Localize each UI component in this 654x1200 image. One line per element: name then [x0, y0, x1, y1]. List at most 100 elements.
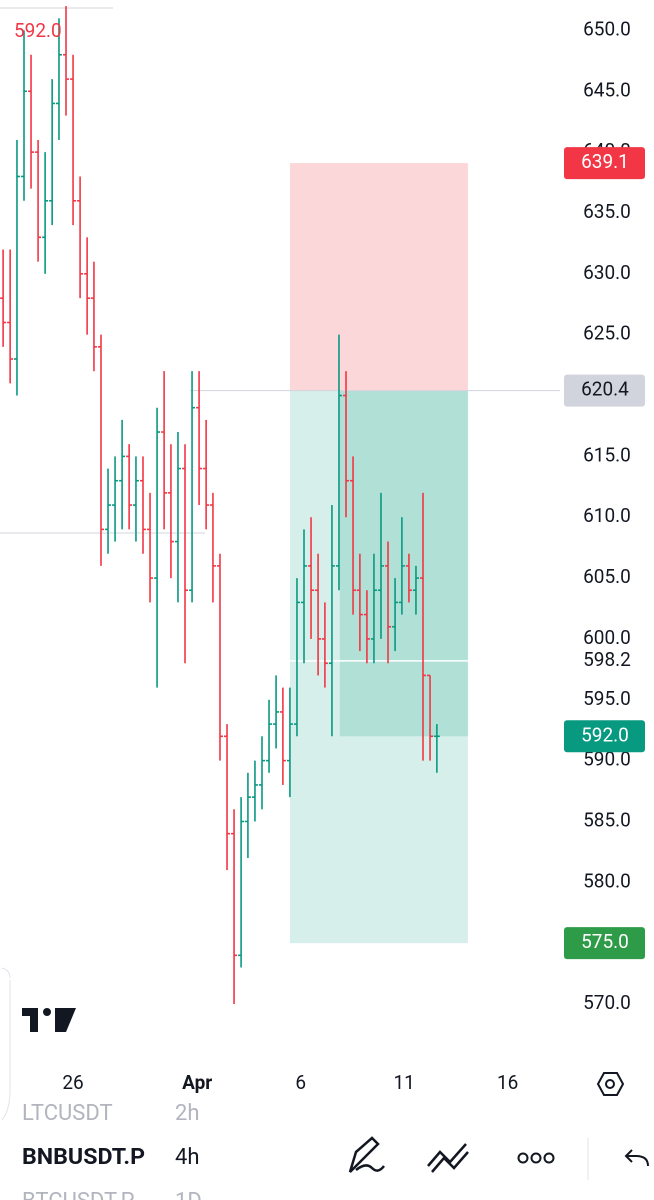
more-icon[interactable] — [517, 1152, 555, 1164]
ohlc-bar — [343, 371, 350, 518]
ohlc-bar — [321, 602, 328, 688]
ohlc-bar — [140, 456, 147, 554]
ohlc-bar — [105, 468, 112, 554]
interval[interactable]: 1D — [175, 1189, 202, 1200]
ohlc-bar — [279, 687, 286, 785]
ohlc-bar — [328, 505, 335, 737]
last-price-label: 592.0 — [581, 723, 629, 746]
y-tick-label: 630.0 — [583, 261, 631, 284]
ohlc-bar — [132, 456, 139, 542]
stop-box — [564, 147, 645, 180]
interval[interactable]: 2h — [175, 1101, 199, 1126]
ohlc-bar — [356, 553, 363, 652]
ohlc-bar — [293, 578, 300, 737]
target-box — [564, 927, 645, 960]
ohlc-bar — [97, 334, 104, 566]
ohlc-bar — [189, 371, 196, 603]
ohlc-bar — [370, 553, 377, 664]
x-tick-label: 26 — [62, 1071, 83, 1094]
y-tick-label: 600.0 — [583, 626, 631, 649]
ohlc-bar — [392, 578, 399, 652]
y-tick-label: 605.0 — [583, 565, 631, 588]
y-tick-label: 595.0 — [583, 687, 631, 710]
ohlc-bar — [315, 553, 322, 676]
target-label: 575.0 — [581, 930, 629, 953]
y-tick-label: 625.0 — [583, 322, 631, 345]
ohlc-bar — [286, 687, 293, 798]
stop-label: 639.1 — [581, 150, 629, 173]
dot — [530, 1152, 542, 1164]
y-tick-label: 645.0 — [583, 78, 631, 101]
ohlc-bar — [385, 541, 392, 664]
ohlc-bar — [231, 809, 238, 1005]
ohlc-bar — [28, 54, 35, 189]
ohlc-bar — [196, 371, 203, 506]
pnl-zone — [339, 390, 468, 737]
toolbar: LTCUSDT 2h BNBUSDT.P 4h BTCUSDT.P 1D — [22, 1101, 649, 1200]
ohlc-bar — [63, 6, 70, 116]
stop-zone — [289, 163, 468, 391]
level-label: 598.2 — [583, 648, 631, 671]
ohlc-bar — [70, 54, 77, 226]
ohlc-bar — [209, 492, 216, 603]
draw-icon[interactable] — [348, 1136, 385, 1173]
ohlc-bar — [216, 553, 223, 761]
ohlc-bar — [335, 334, 342, 591]
entry-label: 620.4 — [581, 378, 629, 401]
ohlc-bar — [224, 724, 231, 871]
ohlc-bar — [77, 176, 84, 299]
ohlc-bar — [167, 444, 174, 579]
symbol[interactable]: BTCUSDT.P — [22, 1189, 135, 1200]
y-tick-label: 635.0 — [583, 200, 631, 223]
logo-part — [30, 1008, 38, 1032]
ohlc-bar — [161, 371, 168, 530]
ohlc-bar — [112, 456, 119, 542]
ohlc-bar — [420, 492, 427, 761]
ohlc-bar — [0, 249, 7, 347]
ohlc-bar — [363, 590, 370, 664]
ohlc-bar — [126, 444, 133, 530]
ohlc-bar — [251, 760, 258, 822]
target-zone — [289, 390, 468, 944]
ohlc-bar — [238, 797, 245, 968]
price-axis: 570.0 575.0 580.0 585.0 590.0 595.0 600.0 605.0… — [62, 17, 645, 1094]
panel-edge — [1, 967, 11, 1121]
dot — [543, 1152, 555, 1164]
y-tick-label: 590.0 — [583, 748, 631, 771]
y-tick-label: 570.0 — [583, 991, 631, 1014]
symbol[interactable]: BNBUSDT.P — [22, 1145, 145, 1170]
ohlc-bar — [182, 444, 189, 664]
last-price-legend: 592.0 — [14, 19, 62, 42]
y-tick-label: 650.0 — [583, 17, 631, 40]
ohlc-bar — [55, 18, 62, 140]
x-tick-label: 6 — [295, 1071, 306, 1094]
ohlc-bar — [7, 249, 14, 384]
x-tick-label: Apr — [182, 1071, 212, 1094]
ohlc-bar — [42, 152, 49, 274]
entry-box — [564, 374, 645, 407]
ohlc-bar — [427, 674, 434, 761]
logo-part — [55, 1008, 76, 1032]
ohlc-bar — [13, 139, 20, 396]
ohlc-bar — [258, 736, 265, 810]
ohlc-bar — [405, 553, 412, 603]
ohlc-bar — [154, 407, 161, 688]
symbol[interactable]: LTCUSDT — [22, 1101, 113, 1126]
ohlc-bar — [21, 30, 28, 201]
last-price-box — [564, 720, 645, 753]
interval[interactable]: 4h — [175, 1145, 199, 1170]
ohlc-bar — [350, 456, 357, 615]
ohlc-bar — [84, 237, 91, 335]
ohlc-bar — [273, 675, 280, 749]
back-icon[interactable] — [624, 1149, 649, 1167]
y-tick-label: 610.0 — [583, 504, 631, 527]
settings-icon[interactable] — [596, 1072, 625, 1096]
ohlc-bar — [308, 517, 315, 639]
tradingview-logo — [22, 1008, 76, 1032]
ohlc-bar — [377, 492, 384, 639]
logo-part — [43, 1008, 51, 1016]
lines-icon[interactable] — [427, 1143, 469, 1173]
ohlc-bar — [174, 432, 181, 603]
ohlc-bar — [119, 419, 126, 530]
